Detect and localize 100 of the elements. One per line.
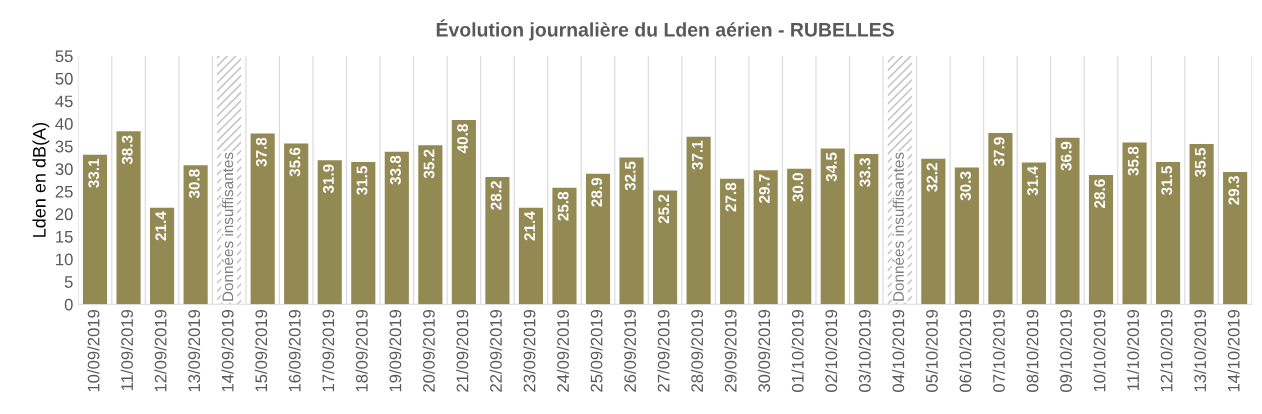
data-label: 35.8 — [1127, 146, 1139, 176]
x-tick-label: 13/09/2019 — [187, 309, 201, 392]
bar — [988, 133, 1013, 305]
bar — [1055, 137, 1080, 305]
bar — [552, 187, 577, 305]
bar — [820, 148, 845, 305]
data-label: 30.8 — [188, 169, 200, 199]
x-tick-label: 10/09/2019 — [87, 309, 100, 392]
data-label: 27.8 — [725, 182, 737, 212]
bar — [1088, 175, 1114, 305]
bar — [518, 207, 544, 305]
x-tick-label: 20/09/2019 — [422, 309, 435, 392]
bar — [585, 173, 611, 305]
data-label: 28.9 — [591, 177, 603, 207]
x-tick-label: 09/10/2019 — [1059, 309, 1072, 392]
x-tick-label: 03/10/2019 — [858, 309, 871, 392]
x-tick-label: 26/09/2019 — [623, 309, 637, 392]
bar — [1223, 171, 1248, 305]
data-label: 36.9 — [1060, 141, 1072, 171]
x-tick-label: 28/09/2019 — [690, 309, 704, 392]
bar — [451, 120, 476, 305]
y-tick-label: 10 — [56, 253, 73, 266]
chart-title: Évolution journalière du Lden aérien - RUBELLES — [436, 19, 894, 41]
y-tick-label: 45 — [55, 95, 73, 108]
x-tick-label: 04/10/2019 — [892, 309, 905, 392]
x-tick-label: 12/09/2019 — [154, 309, 167, 392]
bar — [82, 154, 108, 305]
y-tick-label: 55 — [55, 50, 73, 63]
data-label: 21.4 — [155, 211, 167, 241]
y-tick-label: 50 — [55, 72, 73, 85]
x-tick-label: 29/09/2019 — [724, 309, 737, 392]
x-tick-label: 15/09/2019 — [254, 309, 268, 392]
data-label: 31.5 — [356, 166, 368, 196]
x-tick-label: 21/09/2019 — [456, 309, 469, 392]
x-tick-label: 11/10/2019 — [1126, 309, 1140, 391]
bar — [720, 178, 745, 305]
data-label: 29.7 — [758, 174, 770, 203]
data-label: 34.5 — [826, 152, 837, 182]
data-label: 28.6 — [1094, 179, 1106, 208]
bar — [921, 158, 946, 305]
x-tick-label: 17/09/2019 — [321, 309, 335, 392]
data-label: 37.9 — [993, 137, 1005, 167]
x-tick-label: 08/10/2019 — [1026, 309, 1039, 392]
data-label: 38.3 — [121, 135, 133, 165]
bar — [418, 145, 443, 305]
bar — [686, 136, 711, 305]
x-tick-label: 13/10/2019 — [1193, 309, 1207, 392]
data-label: 31.4 — [1027, 166, 1039, 196]
data-label: 35.2 — [423, 149, 435, 179]
bar — [150, 207, 175, 305]
y-axis-title: Lden en dB(A) — [32, 122, 50, 237]
data-label: 28.2 — [490, 181, 502, 210]
x-tick-label: 06/10/2019 — [959, 309, 972, 392]
x-tick-label: 18/09/2019 — [355, 309, 368, 392]
y-tick-label: 5 — [64, 276, 73, 288]
bar — [284, 143, 309, 305]
data-label: 32.2 — [926, 163, 938, 192]
bar — [954, 167, 979, 305]
y-tick-label: 35 — [55, 140, 73, 153]
data-label: 37.1 — [691, 140, 703, 170]
x-tick-label: 30/09/2019 — [757, 309, 771, 392]
data-label: 31.5 — [1161, 166, 1173, 196]
bar — [384, 151, 409, 305]
x-tick-label: 24/09/2019 — [556, 309, 569, 392]
data-label: 30.0 — [792, 173, 804, 202]
x-tick-label: 27/09/2019 — [657, 309, 670, 392]
x-tick-label: 02/10/2019 — [824, 309, 838, 392]
bar — [250, 133, 275, 305]
bar — [317, 160, 342, 305]
data-label: 33.8 — [390, 155, 401, 185]
data-label: 25.8 — [557, 191, 569, 221]
band-label: Données insuffisantes — [221, 152, 234, 301]
bar — [787, 168, 812, 305]
data-label: 30.3 — [960, 171, 971, 201]
y-tick-label: 30 — [55, 163, 73, 175]
y-tick-label: 40 — [55, 118, 73, 130]
x-tick-label: 11/09/2019 — [120, 309, 134, 391]
data-label: 40.8 — [457, 124, 468, 154]
bar — [183, 165, 208, 305]
data-label: 25.2 — [658, 194, 670, 224]
bar — [485, 176, 510, 305]
x-tick-label: 22/09/2019 — [489, 309, 502, 392]
y-tick-label: 15 — [56, 231, 73, 243]
x-tick-label: 16/09/2019 — [288, 309, 301, 392]
bar — [1156, 162, 1181, 305]
bar — [653, 190, 678, 305]
data-label: 32.5 — [624, 161, 636, 191]
bar — [619, 157, 644, 305]
bar — [1189, 143, 1214, 305]
data-label: 21.4 — [524, 211, 535, 241]
bar — [351, 162, 376, 305]
x-tick-label: 12/10/2019 — [1160, 309, 1173, 392]
y-tick-label: 20 — [55, 208, 73, 221]
bar — [116, 131, 141, 305]
band-label: Données insuffisantes — [892, 152, 904, 301]
x-tick-label: 10/10/2019 — [1093, 309, 1106, 392]
data-label: 33.3 — [859, 158, 871, 187]
x-tick-label: 07/10/2019 — [992, 309, 1005, 392]
data-label: 31.9 — [323, 164, 334, 194]
bar — [1021, 162, 1047, 305]
